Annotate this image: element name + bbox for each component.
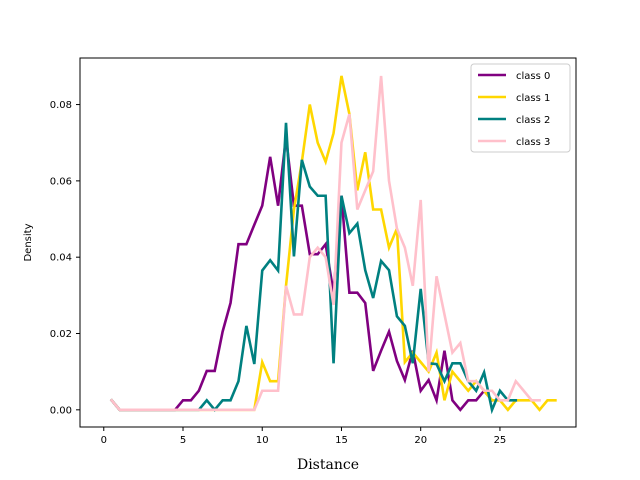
legend-label: class 1 xyxy=(516,93,550,104)
y-tick-label: 0.00 xyxy=(50,405,72,416)
y-tick-label: 0.06 xyxy=(50,176,72,187)
legend-label: class 3 xyxy=(516,137,550,148)
y-tick-label: 0.04 xyxy=(50,253,72,264)
x-tick-label: 0 xyxy=(101,435,107,446)
legend: class 0 class 1 class 2 class 3 xyxy=(470,63,571,153)
y-axis-ticks: 0.00 0.02 0.04 0.06 0.08 xyxy=(50,100,80,416)
x-tick-label: 10 xyxy=(256,435,269,446)
x-axis-ticks: 0 5 10 15 20 25 xyxy=(101,427,507,446)
legend-box xyxy=(470,63,571,153)
y-tick-label: 0.02 xyxy=(50,329,72,340)
x-tick-label: 5 xyxy=(180,435,186,446)
legend-label: class 0 xyxy=(516,71,550,82)
y-tick-label: 0.08 xyxy=(50,100,72,111)
plot-frame xyxy=(79,57,577,428)
series-line-class-3 xyxy=(109,75,541,412)
x-tick-label: 20 xyxy=(414,435,427,446)
x-tick-label: 15 xyxy=(335,435,348,446)
x-tick-label: 25 xyxy=(494,435,507,446)
series-line-class-2 xyxy=(109,122,518,415)
series-layer xyxy=(109,75,557,415)
x-axis-label: Distance xyxy=(297,457,359,473)
legend-label: class 2 xyxy=(516,115,550,126)
series-line-class-0 xyxy=(109,137,494,412)
y-axis-label: Density xyxy=(23,223,34,261)
